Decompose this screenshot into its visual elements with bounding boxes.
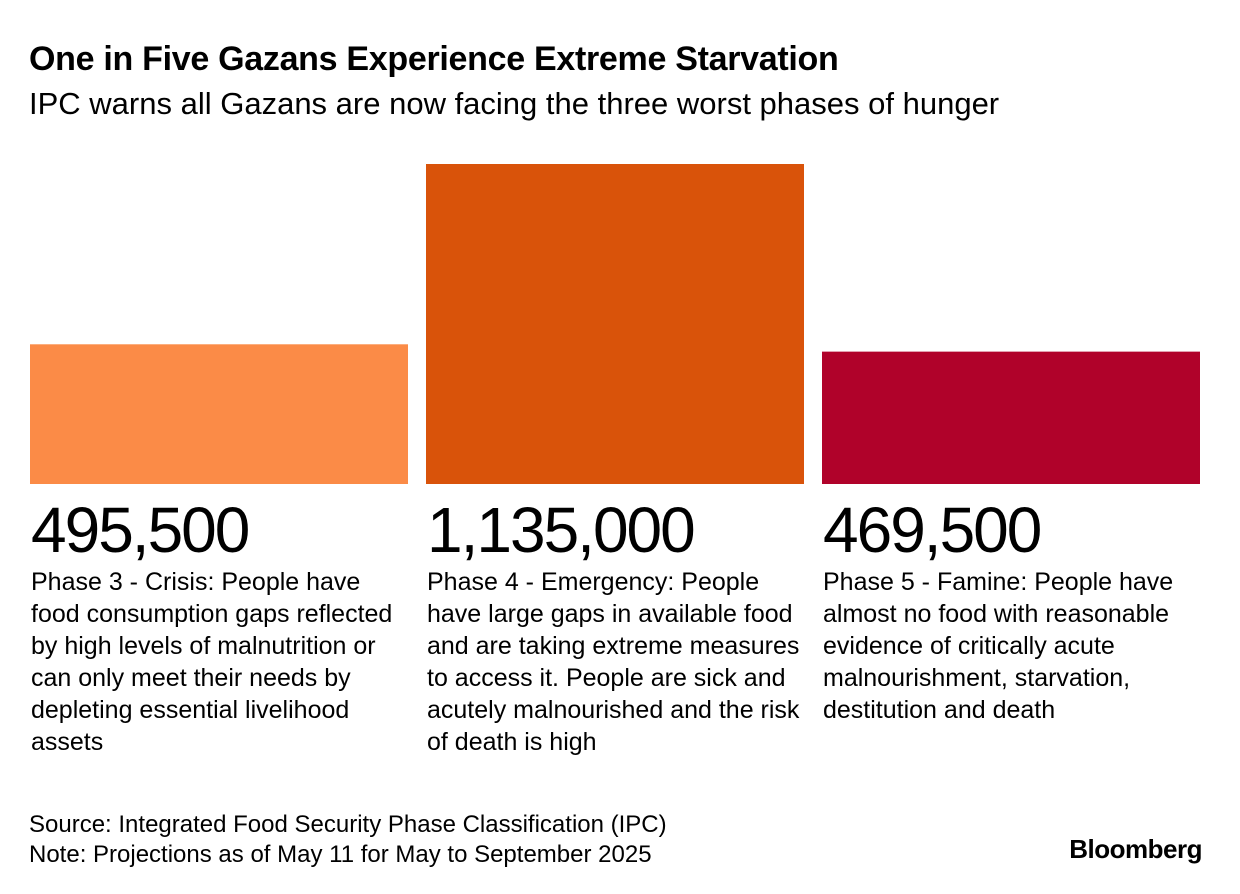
chart-subtitle: IPC warns all Gazans are now facing the … xyxy=(29,86,1000,121)
phase-4-value-label: 1,135,000 xyxy=(427,494,696,566)
phase-3-panel: 495,500 Phase 3 - Crisis: People have fo… xyxy=(31,498,409,758)
bar-phase-4 xyxy=(426,164,804,484)
phase-4-panel: 1,135,000 Phase 4 - Emergency: People ha… xyxy=(427,498,805,758)
chart-title: One in Five Gazans Experience Extreme St… xyxy=(29,40,839,78)
chart-footer: Source: Integrated Food Security Phase C… xyxy=(29,810,667,870)
phase-5-panel: 469,500 Phase 5 - Famine: People have al… xyxy=(823,498,1201,726)
bar-phase-3 xyxy=(30,344,408,484)
phase-3-value-label: 495,500 xyxy=(31,494,250,566)
phase-5-description: Phase 5 - Famine: People have almost no … xyxy=(823,568,1174,724)
bloomberg-logo: Bloomberg xyxy=(1069,834,1202,864)
phase-5-value-label: 469,500 xyxy=(823,494,1042,566)
phase-3-description: Phase 3 - Crisis: People have food consu… xyxy=(31,568,393,756)
bar-phase-5 xyxy=(822,351,1200,484)
phase-4-description: Phase 4 - Emergency: People have large g… xyxy=(427,568,800,756)
source-note: Source: Integrated Food Security Phase C… xyxy=(29,811,667,838)
projection-note: Note: Projections as of May 11 for May t… xyxy=(29,841,652,868)
